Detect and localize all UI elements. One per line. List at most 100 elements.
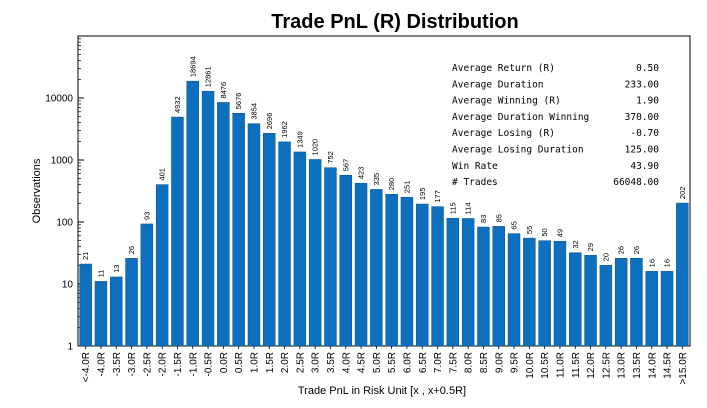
- x-tick-label: 2.0R: [280, 352, 291, 373]
- bar-value-label: 202: [678, 187, 687, 200]
- bar: [676, 202, 689, 347]
- bar: [94, 281, 108, 347]
- bar: [599, 265, 613, 347]
- y-tick-label: 1: [67, 342, 73, 353]
- x-tick-label: -0.5R: [204, 352, 215, 376]
- bar: [477, 226, 490, 347]
- bar-value-label: 16: [647, 259, 656, 267]
- bar: [614, 258, 628, 347]
- bar-value-label: 4932: [173, 96, 182, 113]
- bar: [446, 217, 460, 347]
- bar-value-label: 13: [112, 265, 121, 273]
- bar-value-label: 335: [372, 173, 381, 186]
- y-tick-label: 10000: [45, 94, 73, 105]
- bar-value-label: 5676: [234, 93, 243, 110]
- x-tick-label: 3.5R: [326, 352, 337, 373]
- x-tick-label: 14.5R: [663, 352, 674, 379]
- x-tick-label: 11.5R: [571, 352, 582, 378]
- stat-value: 0.50: [636, 63, 659, 74]
- bar-value-label: 26: [127, 246, 136, 254]
- x-tick-label: 10.0R: [525, 352, 536, 379]
- stat-value: 125.00: [625, 145, 660, 156]
- y-tick-label: 10: [62, 280, 74, 291]
- x-tick-label: 12.0R: [586, 352, 597, 379]
- x-tick-label: 5.0R: [372, 352, 383, 373]
- bar-value-label: 50: [540, 228, 549, 236]
- bar-value-label: 11: [96, 270, 105, 278]
- stat-value: 233.00: [625, 79, 660, 90]
- x-tick-label: 13.5R: [632, 352, 643, 379]
- bar-value-label: 83: [479, 215, 488, 223]
- x-tick-label: 7.5R: [448, 352, 459, 373]
- x-tick-label: 9.5R: [510, 352, 521, 373]
- bar-value-label: 114: [464, 203, 473, 215]
- x-tick-label: 8.5R: [479, 352, 490, 373]
- stat-label: Average Duration: [452, 79, 544, 90]
- bar-value-label: 32: [571, 240, 580, 248]
- x-tick-label: 4.5R: [357, 352, 368, 373]
- stat-label: Win Rate: [452, 161, 498, 172]
- bar: [370, 189, 383, 347]
- bar-value-label: 1349: [295, 131, 304, 148]
- bar-value-label: 12861: [204, 66, 213, 87]
- stat-value: -0.70: [630, 128, 659, 139]
- bar-value-label: 3854: [249, 103, 258, 120]
- bar-value-label: 49: [555, 229, 564, 237]
- x-tick-label: -3.0R: [127, 352, 138, 376]
- stat-label: Average Duration Winning: [452, 112, 589, 123]
- bar: [507, 233, 521, 347]
- stats-box: Average Return (R) 0.50 Average Duration 23…: [452, 63, 659, 188]
- x-tick-label: -2.5R: [142, 352, 153, 376]
- stat-label: Average Winning (R): [452, 96, 561, 107]
- bar-value-label: 251: [402, 181, 411, 194]
- bar: [492, 226, 505, 347]
- stat-value: 370.00: [625, 112, 660, 123]
- x-tick-label: 11.0R: [555, 352, 566, 378]
- x-tick-label: -4.0R: [96, 352, 107, 376]
- bar: [461, 218, 475, 347]
- bar-value-label: 401: [158, 168, 167, 181]
- x-tick-label: 2.5R: [295, 352, 306, 373]
- bar: [553, 240, 567, 347]
- bar-value-label: 1962: [280, 121, 289, 138]
- bar: [584, 255, 597, 347]
- bar: [79, 263, 92, 347]
- chart-title: Trade PnL (R) Distribution: [271, 11, 518, 33]
- bar: [660, 271, 674, 347]
- stat-label: Average Return (R): [452, 63, 555, 74]
- x-tick-label: 7.0R: [433, 352, 444, 373]
- bar: [171, 116, 184, 347]
- stat-value: 66048.00: [613, 177, 659, 188]
- stat-value: 1.90: [636, 96, 659, 107]
- bar-value-label: 280: [387, 178, 396, 191]
- x-tick-label: 4.0R: [341, 352, 352, 373]
- bar-value-label: 195: [418, 188, 427, 201]
- bar: [110, 276, 123, 347]
- x-tick-labels-group: <-4.0R -4.0R -3.5R -3.0R -2.5R -2.0R -1.5R -1.0…: [81, 346, 689, 385]
- bar-value-label: 26: [617, 246, 626, 254]
- x-tick-label: 12.5R: [601, 352, 612, 379]
- x-tick-label: 5.5R: [387, 352, 398, 373]
- stat-label: Average Losing (R): [452, 128, 555, 139]
- bar: [140, 223, 154, 347]
- y-axis: 1 10 100 1000 10000: [45, 35, 84, 353]
- bar: [630, 258, 643, 347]
- plot-area-frame: [77, 35, 691, 347]
- bar: [232, 112, 245, 347]
- bar: [523, 237, 536, 347]
- bar: [645, 271, 658, 347]
- x-tick-label: 10.5R: [540, 352, 551, 379]
- x-tick-label: 9.0R: [494, 352, 505, 373]
- bar-value-label: 2696: [265, 113, 274, 130]
- bar: [263, 133, 276, 347]
- bar-value-label: 8476: [219, 82, 228, 99]
- bar-value-label: 1020: [311, 139, 320, 156]
- bar: [324, 167, 337, 347]
- bars-group: [79, 80, 689, 347]
- x-tick-label: -3.5R: [112, 352, 123, 376]
- x-tick-label: 8.0R: [464, 352, 475, 373]
- x-tick-label: <-4.0R: [81, 352, 92, 382]
- bar-value-label: 115: [448, 202, 457, 214]
